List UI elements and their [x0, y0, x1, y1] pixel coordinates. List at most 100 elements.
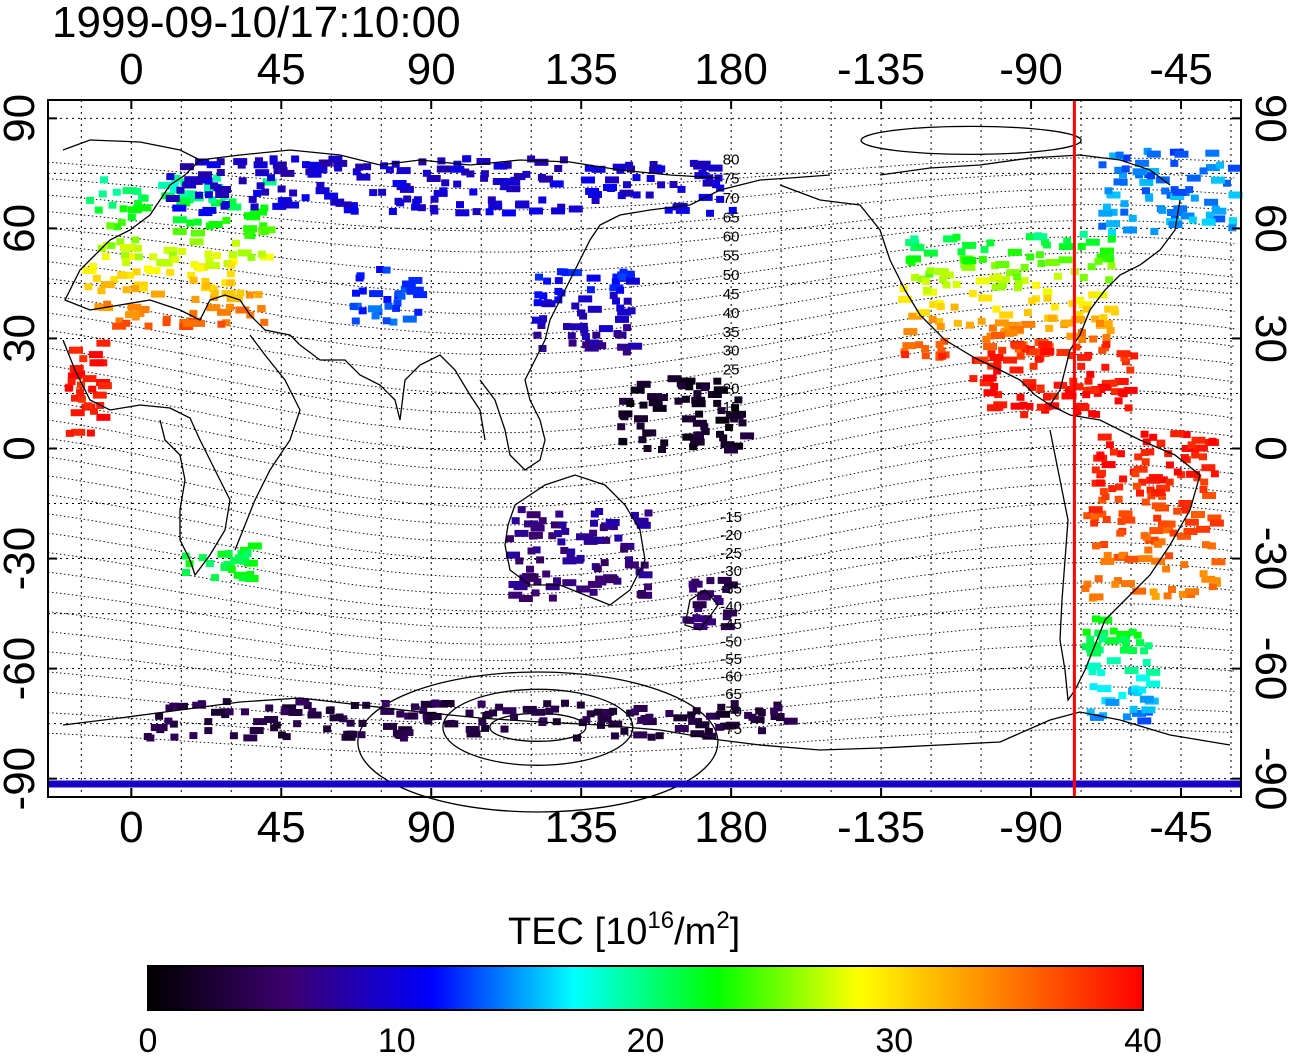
tec-data-point — [272, 721, 281, 729]
tec-data-point — [1082, 391, 1091, 399]
tec-data-point — [215, 191, 230, 198]
tec-data-point — [1165, 478, 1174, 486]
tec-data-point — [994, 391, 1003, 399]
tec-data-point — [982, 374, 997, 382]
tec-data-point — [953, 319, 962, 327]
tec-data-point — [1111, 580, 1120, 588]
tec-data-point — [246, 570, 255, 578]
tec-data-point — [1021, 320, 1036, 328]
tec-data-point — [1107, 262, 1116, 270]
tec-data-point — [165, 704, 174, 712]
tec-data-point — [1084, 377, 1093, 385]
tec-data-point — [166, 268, 175, 276]
tec-data-point — [316, 181, 325, 189]
tec-data-point — [174, 702, 188, 710]
tec-data-point — [548, 532, 557, 540]
tec-data-point — [719, 434, 728, 442]
tec-data-point — [1020, 264, 1029, 271]
tec-data-point — [334, 164, 343, 172]
tec-data-point — [262, 178, 277, 186]
tec-data-point — [1151, 502, 1166, 510]
tec-data-point — [493, 200, 502, 208]
tec-data-point — [243, 734, 258, 742]
tec-data-point — [508, 591, 523, 599]
tec-data-point — [189, 276, 198, 284]
contour-line — [47, 302, 1235, 375]
colorbar-title: TEC [1016/m2] — [508, 907, 740, 953]
tec-data-point — [257, 250, 266, 258]
tec-data-point — [1132, 482, 1141, 490]
tec-data-point — [162, 319, 171, 327]
tec-data-point — [1077, 362, 1086, 370]
contour-label: -45 — [720, 616, 742, 633]
tec-data-point — [1093, 291, 1108, 299]
tec-data-point — [588, 191, 602, 198]
tec-data-point — [1088, 506, 1103, 514]
tec-data-point — [695, 410, 704, 418]
tec-data-point — [626, 270, 635, 278]
tec-data-point — [1140, 532, 1149, 540]
tec-data-point — [633, 731, 648, 739]
tec-data-point — [1101, 363, 1110, 371]
tec-data-point — [983, 343, 998, 351]
tec-data-point — [578, 719, 587, 727]
tec-data-point — [569, 556, 584, 564]
tec-data-point — [716, 195, 725, 203]
tec-data-point — [253, 208, 267, 216]
tec-data-point — [1079, 274, 1088, 281]
tec-data-point — [146, 267, 161, 275]
tec-data-point — [1003, 329, 1018, 337]
tec-data-point — [184, 176, 199, 184]
tec-data-point — [69, 346, 83, 354]
tec-data-point — [328, 155, 343, 163]
tec-data-point — [206, 304, 221, 312]
tec-data-point — [660, 439, 669, 447]
tec-data-point — [393, 299, 402, 307]
tec-data-point — [205, 560, 214, 567]
tec-data-point — [1123, 386, 1138, 394]
tec-data-point — [188, 190, 197, 198]
tec-data-point — [599, 708, 614, 716]
tec-data-point — [706, 209, 714, 217]
tec-data-point — [1036, 386, 1045, 393]
tec-data-point — [67, 378, 76, 386]
contour-line — [47, 319, 1235, 395]
tec-data-point — [993, 367, 1002, 375]
tec-data-point — [243, 225, 258, 233]
tec-data-point — [256, 182, 265, 190]
tec-data-point — [1110, 379, 1119, 387]
tec-data-point — [1105, 276, 1114, 284]
tec-data-point — [112, 322, 127, 330]
tec-data-point — [255, 157, 263, 165]
tec-data-point — [734, 396, 743, 404]
tec-data-point — [597, 715, 612, 723]
tec-data-point — [691, 578, 700, 586]
tec-data-point — [690, 438, 705, 446]
tec-data-point — [968, 290, 977, 298]
tec-data-point — [704, 727, 713, 735]
tec-data-point — [681, 377, 696, 385]
tec-data-point — [537, 322, 546, 329]
tec-data-point — [1061, 319, 1075, 327]
tec-data-point — [131, 285, 140, 293]
tec-data-point — [217, 550, 232, 558]
contour-line — [47, 285, 1235, 355]
right-tick-label: -30 — [1246, 527, 1292, 591]
tec-data-point — [1073, 408, 1081, 416]
tec-data-point — [241, 708, 249, 716]
tec-data-point — [562, 579, 577, 587]
tec-data-point — [450, 165, 465, 173]
tec-data-point — [952, 233, 961, 241]
tec-data-point — [528, 531, 543, 539]
tec-data-point — [991, 262, 1000, 270]
tec-data-point — [1228, 217, 1237, 225]
tec-data-point — [121, 251, 129, 259]
tec-data-point — [1146, 668, 1161, 676]
tec-data-point — [605, 519, 620, 526]
tec-data-point — [1098, 469, 1106, 477]
tec-data-point — [1161, 187, 1170, 195]
tec-data-point — [414, 308, 423, 316]
contour-label: 20 — [723, 380, 740, 397]
tec-data-point — [1154, 540, 1162, 548]
tec-data-point — [1157, 520, 1172, 528]
